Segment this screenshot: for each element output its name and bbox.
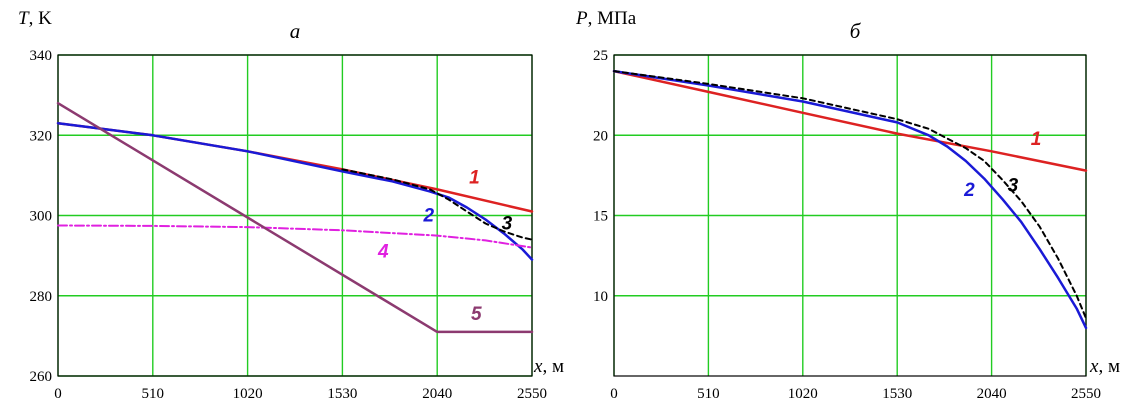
chart-b-x-tick-1: 510 <box>697 386 720 402</box>
chart-b-series-2 <box>612 69 1088 330</box>
chart-a-series-3 <box>341 168 533 241</box>
chart-a-x-ticks: 0 510 1020 1530 2040 2550 <box>54 386 547 402</box>
chart-a-y-tick-1: 280 <box>30 289 53 305</box>
chart-a-x-tick-0: 0 <box>54 386 62 402</box>
chart-a-curve-label-3: 3 <box>502 214 513 235</box>
chart-b-curve-label-2: 2 <box>963 180 975 201</box>
chart-a-y-tick-2: 300 <box>30 209 53 225</box>
chart-b-x-tick-5: 2550 <box>1071 386 1101 402</box>
chart-b-curve-label-1: 1 <box>1031 129 1042 150</box>
chart-b-y-tick-0: 10 <box>593 289 608 305</box>
chart-a-y-tick-4: 340 <box>30 48 53 64</box>
chart-a-x-axis-label: x, м <box>533 356 564 377</box>
chart-a-frame <box>57 54 533 377</box>
chart-b-x-tick-4: 2040 <box>977 386 1007 402</box>
chart-b-series-1 <box>612 69 1088 172</box>
chart-a-series <box>56 101 534 334</box>
chart-a-y-ticks: 260 280 300 320 340 <box>30 48 53 385</box>
chart-b-x-tick-2: 1020 <box>788 386 818 402</box>
chart-a-x-tick-2: 1020 <box>233 386 263 402</box>
chart-a-x-tick-5: 2550 <box>517 386 547 402</box>
chart-b-curve-labels: 1 2 3 <box>963 129 1041 201</box>
chart-a-curve-label-2: 2 <box>423 206 435 227</box>
chart-a-y-tick-0: 260 <box>30 369 53 385</box>
chart-b-y-axis-label: P, МПа <box>575 8 637 29</box>
chart-b-x-ticks: 0 510 1020 1530 2040 2550 <box>610 386 1101 402</box>
chart-a-x-tick-1: 510 <box>142 386 165 402</box>
chart-b-frame <box>613 54 1087 377</box>
chart-b-y-ticks: 10 15 20 25 <box>593 48 608 305</box>
chart-a-series-4 <box>57 224 533 249</box>
chart-a-curve-label-4: 4 <box>377 242 389 263</box>
chart-b-x-axis-label: x, м <box>1089 356 1120 377</box>
chart-a-curve-label-1: 1 <box>469 167 480 188</box>
chart-a-grid <box>57 54 533 377</box>
chart-a-curve-label-5: 5 <box>471 304 482 325</box>
chart-a-series-2 <box>56 121 534 261</box>
chart-b-series-3 <box>613 70 1087 320</box>
chart-a-y-axis-label: T, K <box>18 8 52 29</box>
chart-a-series-1 <box>56 121 534 213</box>
chart-a-y-tick-3: 320 <box>30 128 53 144</box>
chart-b-x-tick-3: 1530 <box>882 386 912 402</box>
chart-b-panel-label: б <box>850 19 862 43</box>
chart-a-series-5 <box>56 101 534 334</box>
chart-b: 10 15 20 25 0 510 1020 1530 2040 2550 1 2 3 P, МПа… <box>575 8 1120 402</box>
chart-b-y-tick-1: 15 <box>593 209 608 225</box>
chart-b-x-tick-0: 0 <box>610 386 618 402</box>
chart-b-y-tick-2: 20 <box>593 128 608 144</box>
chart-a-x-tick-4: 2040 <box>422 386 452 402</box>
chart-b-series <box>612 69 1088 330</box>
chart-b-curve-label-3: 3 <box>1008 175 1019 196</box>
chart-a-panel-label: а <box>290 19 301 43</box>
chart-a-x-tick-3: 1530 <box>327 386 357 402</box>
chart-b-y-tick-3: 25 <box>593 48 608 64</box>
chart-a: 260 280 300 320 340 0 510 1020 1530 2040 2550 1 2 3… <box>18 8 564 402</box>
chart-a-curve-labels: 1 2 3 4 5 <box>377 167 513 324</box>
